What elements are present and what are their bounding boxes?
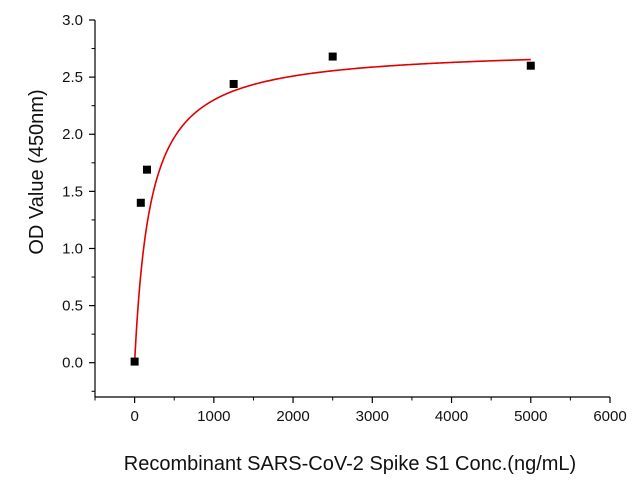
y-tick-label: 2.0 <box>62 126 83 143</box>
fit-curve <box>133 58 531 363</box>
y-tick-label: 2.5 <box>62 69 83 86</box>
x-tick-label: 5000 <box>514 408 547 425</box>
data-point <box>142 165 151 174</box>
tick-labels: 0 1000 2000 3000 4000 5000 6000 0.0 0.5 1.0 1.5 2.0… <box>62 12 627 425</box>
data-point <box>526 61 535 70</box>
ticks <box>89 19 611 403</box>
x-axis-title: Recombinant SARS-CoV-2 Spike S1 Conc.(ng… <box>124 453 576 475</box>
y-tick-label: 1.0 <box>62 240 83 257</box>
data-point <box>130 357 139 366</box>
x-tick-label: 0 <box>130 408 138 425</box>
x-tick-label: 3000 <box>356 408 389 425</box>
x-tick-label: 1000 <box>197 408 230 425</box>
data-points <box>130 52 535 366</box>
data-point <box>136 198 145 207</box>
x-tick-label: 2000 <box>276 408 309 425</box>
x-tick-label: 6000 <box>593 408 626 425</box>
data-point <box>328 52 337 61</box>
y-axis-title: OD Value (450nm) <box>26 89 48 254</box>
x-tick-label: 4000 <box>435 408 468 425</box>
y-tick-label: 3.0 <box>62 12 83 29</box>
data-point <box>229 79 238 88</box>
y-tick-label: 1.5 <box>62 183 83 200</box>
y-tick-label: 0.5 <box>62 298 83 315</box>
y-tick-label: 0.0 <box>62 355 83 372</box>
axes <box>94 20 610 398</box>
